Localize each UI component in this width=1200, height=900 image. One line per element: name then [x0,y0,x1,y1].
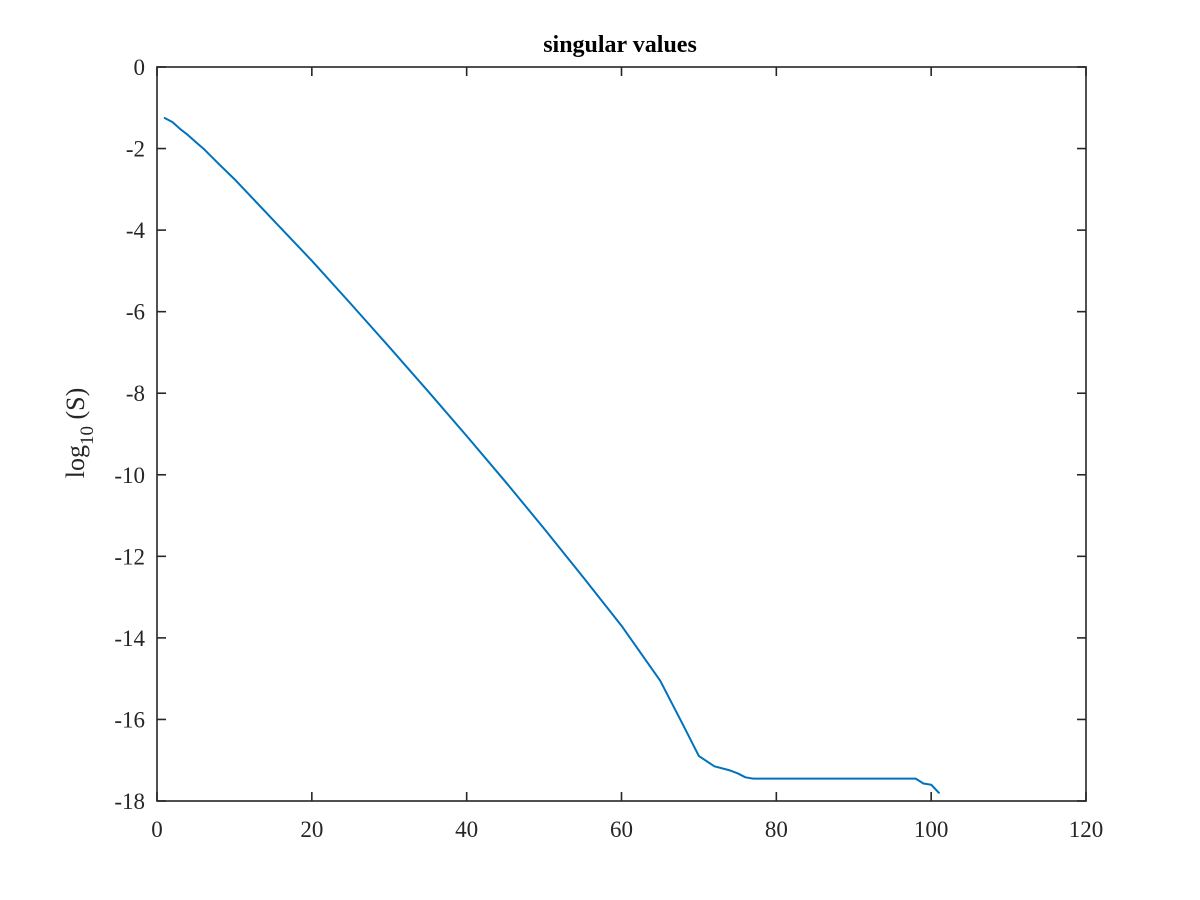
y-tick-label: -2 [126,137,145,162]
y-axis-label-prefix: log [61,445,90,478]
y-tick-label: -6 [126,300,145,325]
x-tick-label: 0 [151,817,163,842]
y-tick-label: -16 [114,707,145,732]
plot-area: 0 20 40 60 80 100 120 0 -2 -4 -6 -8 -10 -12 -14 -16 -18 [114,55,1103,842]
y-tick-label: -14 [114,626,145,651]
x-tick-label: 20 [300,817,323,842]
axes-box [157,67,1086,801]
x-tick-label: 80 [765,817,788,842]
y-axis-label-suffix: (S) [61,388,90,426]
chart-title: singular values [543,32,697,58]
x-tick-label: 100 [914,817,949,842]
y-tick-label: -10 [114,463,145,488]
y-tick-label: -8 [126,381,145,406]
y-tick-label: -18 [114,789,145,814]
y-axis-label-subscript: 10 [77,426,98,445]
x-tick-label: 120 [1069,817,1104,842]
y-tick-label: 0 [134,55,146,80]
x-tick-label: 60 [610,817,633,842]
y-tick-label: -12 [114,544,145,569]
y-tick-label: -4 [126,218,146,243]
x-tick-label: 40 [455,817,478,842]
